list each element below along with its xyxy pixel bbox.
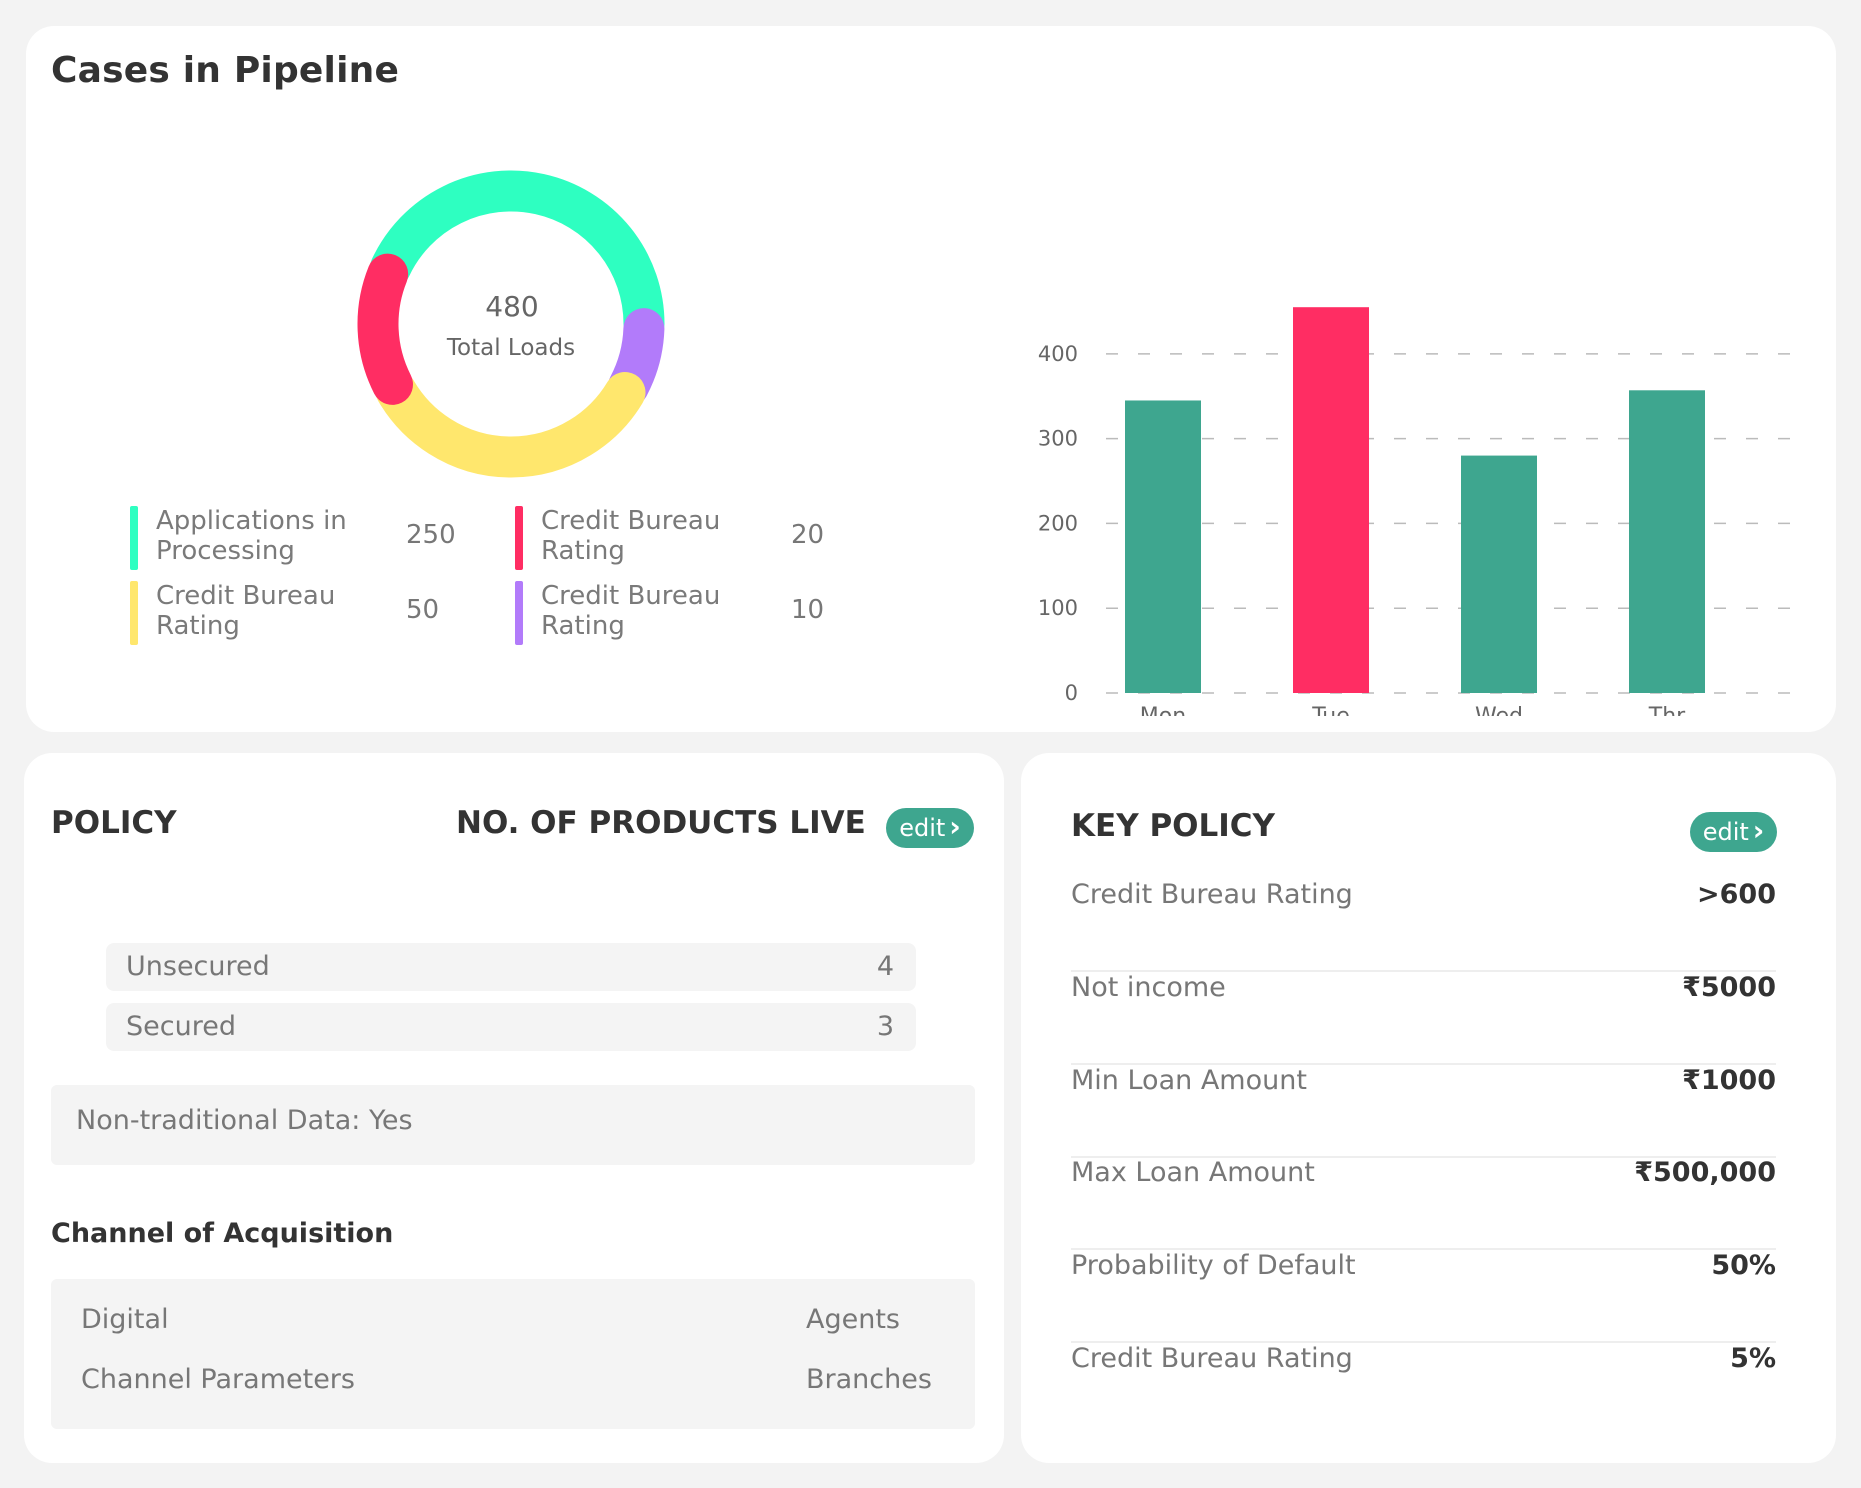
y-tick-label: 100 <box>1038 596 1078 620</box>
y-tick-label: 400 <box>1038 342 1078 366</box>
key-policy-label: Credit Bureau Rating <box>1071 1343 1353 1374</box>
product-count: 4 <box>876 951 894 982</box>
x-category-label: Thr <box>1648 704 1686 716</box>
key-policy-value: >600 <box>1697 879 1776 910</box>
y-tick-label: 300 <box>1038 427 1078 451</box>
key-policy-card: KEY POLICY edit › Credit Bureau Rating >… <box>1021 753 1836 1463</box>
pipeline-title: Cases in Pipeline <box>51 50 400 91</box>
channel-digital: Digital <box>81 1304 169 1335</box>
channel-box: Digital Channel Parameters Agents Branch… <box>51 1279 975 1429</box>
donut-total-value: 480 <box>485 290 538 323</box>
policy-card: POLICY NO. OF PRODUCTS LIVE edit › Unsec… <box>24 753 1004 1463</box>
donut-segment-credit-rating-yellow <box>375 370 646 478</box>
row-divider <box>1071 1341 1776 1343</box>
legend-swatch <box>130 581 138 645</box>
bar-chart: 0 100 200 300 400 Mon Tue Wed Thr <box>1038 307 1791 716</box>
legend-swatch <box>130 506 138 570</box>
product-label: Unsecured <box>126 951 270 982</box>
y-tick-label: 0 <box>1065 681 1078 705</box>
key-policy-value: ₹1000 <box>1682 1065 1776 1096</box>
legend-swatch <box>515 506 523 570</box>
x-category-label: Wed <box>1475 704 1523 716</box>
legend-value: 250 <box>406 520 456 550</box>
donut-chart: 480 Total Loads <box>357 170 665 478</box>
bar-thr[interactable] <box>1629 390 1705 693</box>
key-policy-label: Credit Bureau Rating <box>1071 879 1353 910</box>
policy-title: POLICY <box>51 805 177 841</box>
chevron-right-icon: › <box>949 810 961 843</box>
key-policy-title: KEY POLICY <box>1071 808 1275 844</box>
x-category-label: Tue <box>1311 704 1350 716</box>
key-policy-row: Probability of Default 50% <box>1071 1250 1776 1343</box>
policy-edit-button[interactable]: edit › <box>886 808 974 848</box>
product-label: Secured <box>126 1011 236 1042</box>
bar-wed[interactable] <box>1461 455 1537 693</box>
donut-total-label: Total Loads <box>446 335 575 361</box>
row-divider <box>1071 1063 1776 1065</box>
donut-segment-processing <box>369 170 665 345</box>
chevron-right-icon: › <box>1752 814 1765 847</box>
key-policy-label: Min Loan Amount <box>1071 1065 1307 1096</box>
non-traditional-data-text: Non-traditional Data: Yes <box>76 1105 413 1136</box>
pipeline-card: Cases in Pipeline 480 Total Loads Applic… <box>26 26 1836 732</box>
row-divider <box>1071 970 1776 972</box>
legend-value: 10 <box>791 595 825 625</box>
key-policy-value: ₹500,000 <box>1634 1157 1776 1188</box>
product-count: 3 <box>876 1011 894 1042</box>
key-policy-value: ₹5000 <box>1682 972 1776 1003</box>
key-policy-label: Not income <box>1071 972 1226 1003</box>
non-traditional-data-box: Non-traditional Data: Yes <box>51 1085 975 1165</box>
y-tick-label: 200 <box>1038 511 1078 535</box>
legend-label: Credit Bureau Rating <box>541 506 721 566</box>
edit-button-label: edit <box>1702 818 1749 846</box>
product-row-secured: Secured 3 <box>106 1003 916 1051</box>
key-policy-row: Credit Bureau Rating 5% <box>1071 1343 1776 1436</box>
edit-button-label: edit <box>899 814 946 842</box>
row-divider <box>1071 1156 1776 1158</box>
key-policy-row: Not income ₹5000 <box>1071 972 1776 1065</box>
key-policy-row: Max Loan Amount ₹500,000 <box>1071 1157 1776 1250</box>
bar-mon[interactable] <box>1125 400 1201 693</box>
products-live-title: NO. OF PRODUCTS LIVE <box>456 805 866 841</box>
donut-segment-credit-rating-red <box>357 253 413 405</box>
key-policy-edit-button[interactable]: edit › <box>1690 812 1777 852</box>
key-policy-value: 5% <box>1730 1343 1776 1374</box>
key-policy-label: Max Loan Amount <box>1071 1157 1315 1188</box>
legend-value: 50 <box>406 595 440 625</box>
legend-label: Credit Bureau Rating <box>541 581 721 641</box>
channel-agents: Agents <box>806 1304 900 1335</box>
legend-label: Applications in Processing <box>156 506 347 566</box>
key-policy-row: Credit Bureau Rating >600 <box>1071 879 1776 972</box>
x-category-label: Mon <box>1140 704 1186 716</box>
key-policy-row: Min Loan Amount ₹1000 <box>1071 1065 1776 1158</box>
row-divider <box>1071 1248 1776 1250</box>
product-row-unsecured: Unsecured 4 <box>106 943 916 991</box>
key-policy-value: 50% <box>1711 1250 1776 1281</box>
channel-parameters: Channel Parameters <box>81 1364 355 1395</box>
channel-branches: Branches <box>806 1364 932 1395</box>
channel-title: Channel of Acquisition <box>51 1218 394 1249</box>
legend-label: Credit Bureau Rating <box>156 581 336 641</box>
bar-tue[interactable] <box>1293 307 1369 693</box>
key-policy-label: Probability of Default <box>1071 1250 1356 1281</box>
legend-swatch <box>515 581 523 645</box>
legend-value: 20 <box>791 520 825 550</box>
